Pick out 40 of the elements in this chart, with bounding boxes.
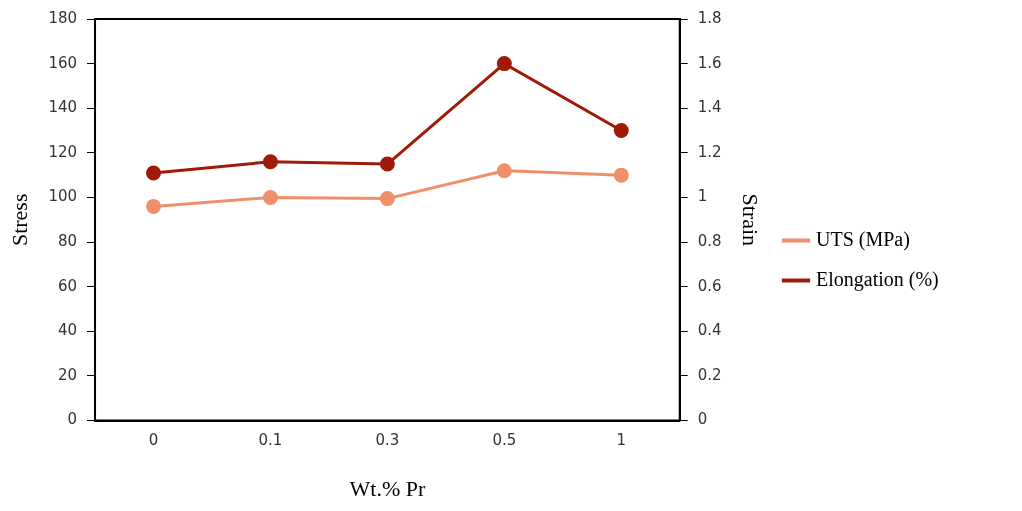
y-tick-label: 40: [57, 321, 78, 340]
y2-tick-label: 0.6: [697, 276, 722, 295]
y2-tick-label: 0: [697, 410, 708, 429]
x-tick-label: 0.5: [492, 431, 517, 450]
y2-tick-label: 0.4: [697, 321, 722, 340]
y-tick-label: 80: [57, 232, 78, 250]
y2-axis-title: Strain: [738, 193, 764, 247]
y2-tick-label: 1.4: [697, 98, 722, 117]
y-tick-label: 20: [57, 365, 78, 384]
point: [262, 189, 278, 205]
point: [613, 123, 629, 139]
y-tick-label: 100: [48, 187, 78, 206]
y-tick-label: 0: [67, 410, 78, 429]
y2-tick-label: 1.2: [697, 142, 722, 161]
y2-tick-label: 1: [697, 187, 708, 206]
point: [379, 156, 395, 172]
point: [379, 191, 395, 207]
y2-tick-label: 1.6: [697, 53, 722, 72]
y-tick-label: 160: [48, 53, 78, 72]
y-axis-title: Stress: [6, 193, 32, 247]
legend-label: Elongation (%): [816, 267, 939, 291]
x-axis-title: Wt.% Pr: [349, 475, 426, 501]
legend-label: UTS (MPa): [816, 227, 910, 251]
y-tick-label: 140: [48, 98, 78, 117]
point: [262, 154, 278, 170]
x-tick-label: 1: [616, 431, 627, 450]
y2-tick-label: 0.2: [697, 365, 722, 384]
y2-tick-label: 0.8: [697, 232, 722, 250]
point: [496, 56, 512, 72]
y-tick-label: 180: [48, 8, 78, 27]
point: [613, 167, 629, 183]
y-tick-label: 120: [48, 142, 78, 161]
point: [146, 198, 161, 214]
point: [496, 163, 512, 179]
x-tick-label: 0.3: [375, 431, 400, 450]
point: [146, 165, 161, 181]
x-tick-label: 0.1: [258, 431, 283, 450]
y-tick-label: 60: [57, 276, 78, 295]
x-tick-label: 0: [148, 431, 159, 450]
y2-tick-label: 1.8: [697, 8, 722, 27]
